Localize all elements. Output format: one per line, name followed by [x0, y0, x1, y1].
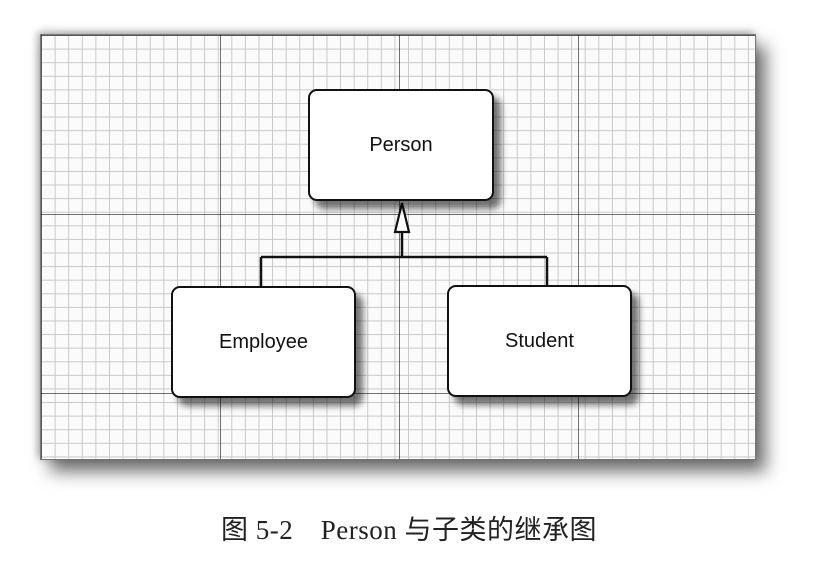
- class-label-person: Person: [369, 133, 433, 156]
- class-box-student: Student: [447, 285, 632, 397]
- class-label-employee: Employee: [219, 330, 308, 353]
- figure-caption: 图 5-2 Person 与子类的继承图: [221, 515, 597, 545]
- inheritance-arrow-icon: [393, 202, 411, 234]
- class-label-student: Student: [505, 329, 574, 352]
- class-box-employee: Employee: [171, 286, 356, 398]
- class-box-person: Person: [308, 89, 494, 201]
